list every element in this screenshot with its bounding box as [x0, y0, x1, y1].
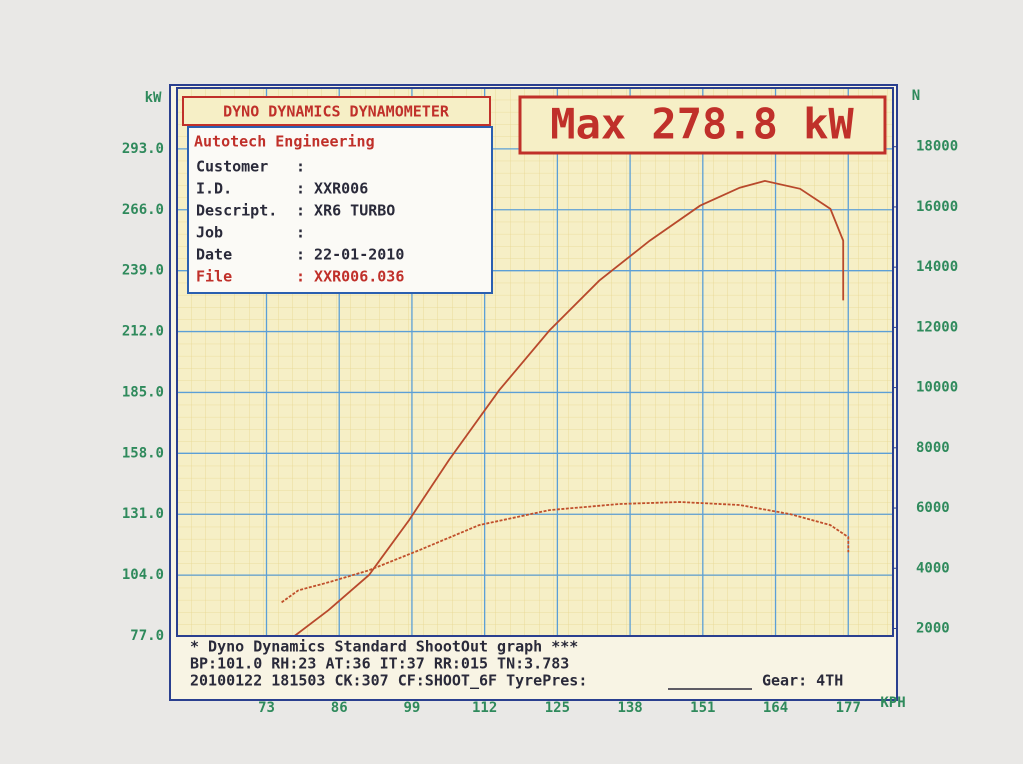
info-label: File — [196, 268, 232, 286]
y2-tick-label: 2000 — [916, 620, 950, 636]
y-tick-label: 212.0 — [122, 324, 164, 340]
info-value: : — [296, 224, 305, 242]
y-tick-label: 158.0 — [122, 445, 164, 461]
y2-tick-label: 14000 — [916, 259, 958, 275]
x-tick-label: 125 — [545, 700, 570, 716]
y2-tick-label: 16000 — [916, 199, 958, 215]
max-box — [518, 95, 887, 155]
info-label: Descript. — [196, 202, 277, 220]
y-tick-label: 104.0 — [122, 567, 164, 583]
chart-title: DYNO DYNAMICS DYNAMOMETER — [223, 103, 450, 121]
x-tick-label: 86 — [331, 700, 348, 716]
x-tick-label: 73 — [258, 700, 275, 716]
info-value: : XXR006 — [296, 180, 368, 198]
info-value: : XXR006.036 — [296, 268, 404, 286]
title-box — [182, 96, 491, 126]
x-tick-label: 177 — [836, 700, 861, 716]
info-company: Autotech Engineering — [194, 133, 375, 151]
x-tick-label: 138 — [617, 700, 642, 716]
data-line — [281, 501, 850, 604]
y2-tick-label: 18000 — [916, 139, 958, 155]
y2-tick-label: 4000 — [916, 560, 950, 576]
y2-tick-label: 10000 — [916, 380, 958, 396]
info-label: Job — [196, 224, 223, 242]
data-line — [293, 179, 845, 637]
info-box — [187, 126, 493, 294]
info-label: Customer — [196, 158, 268, 176]
max-power: Max 278.8 kW — [550, 100, 854, 149]
y-tick-label: 266.0 — [122, 202, 164, 218]
x-tick-label: 112 — [472, 700, 497, 716]
y2-tick-label: 8000 — [916, 440, 950, 456]
x-tick-label: 99 — [404, 700, 421, 716]
info-label: I.D. — [196, 180, 232, 198]
footer-line: * Dyno Dynamics Standard ShootOut graph … — [190, 638, 578, 656]
info-value: : XR6 TURBO — [296, 202, 395, 220]
y2-tick-label: 6000 — [916, 500, 950, 516]
y-axis-label: kW — [145, 90, 162, 106]
y2-axis-label: N — [912, 88, 920, 104]
x-tick-label: 151 — [690, 700, 715, 716]
y-tick-label: 77.0 — [130, 628, 164, 644]
y-tick-label: 239.0 — [122, 263, 164, 279]
info-label: Date — [196, 246, 232, 264]
info-value: : — [296, 158, 305, 176]
footer-line: BP:101.0 RH:23 AT:36 IT:37 RR:015 TN:3.7… — [190, 655, 569, 673]
y-tick-label: 185.0 — [122, 384, 164, 400]
footer-line: 20100122 181503 CK:307 CF:SHOOT_6F TyreP… — [190, 672, 587, 690]
x-axis-label: KPH — [880, 695, 905, 711]
plot-border — [176, 87, 894, 637]
x-tick-label: 164 — [763, 700, 788, 716]
y2-tick-label: 12000 — [916, 319, 958, 335]
info-value: : 22-01-2010 — [296, 246, 404, 264]
y-tick-label: 131.0 — [122, 506, 164, 522]
footer-gear: Gear: 4TH — [762, 672, 843, 690]
y-tick-label: 293.0 — [122, 141, 164, 157]
